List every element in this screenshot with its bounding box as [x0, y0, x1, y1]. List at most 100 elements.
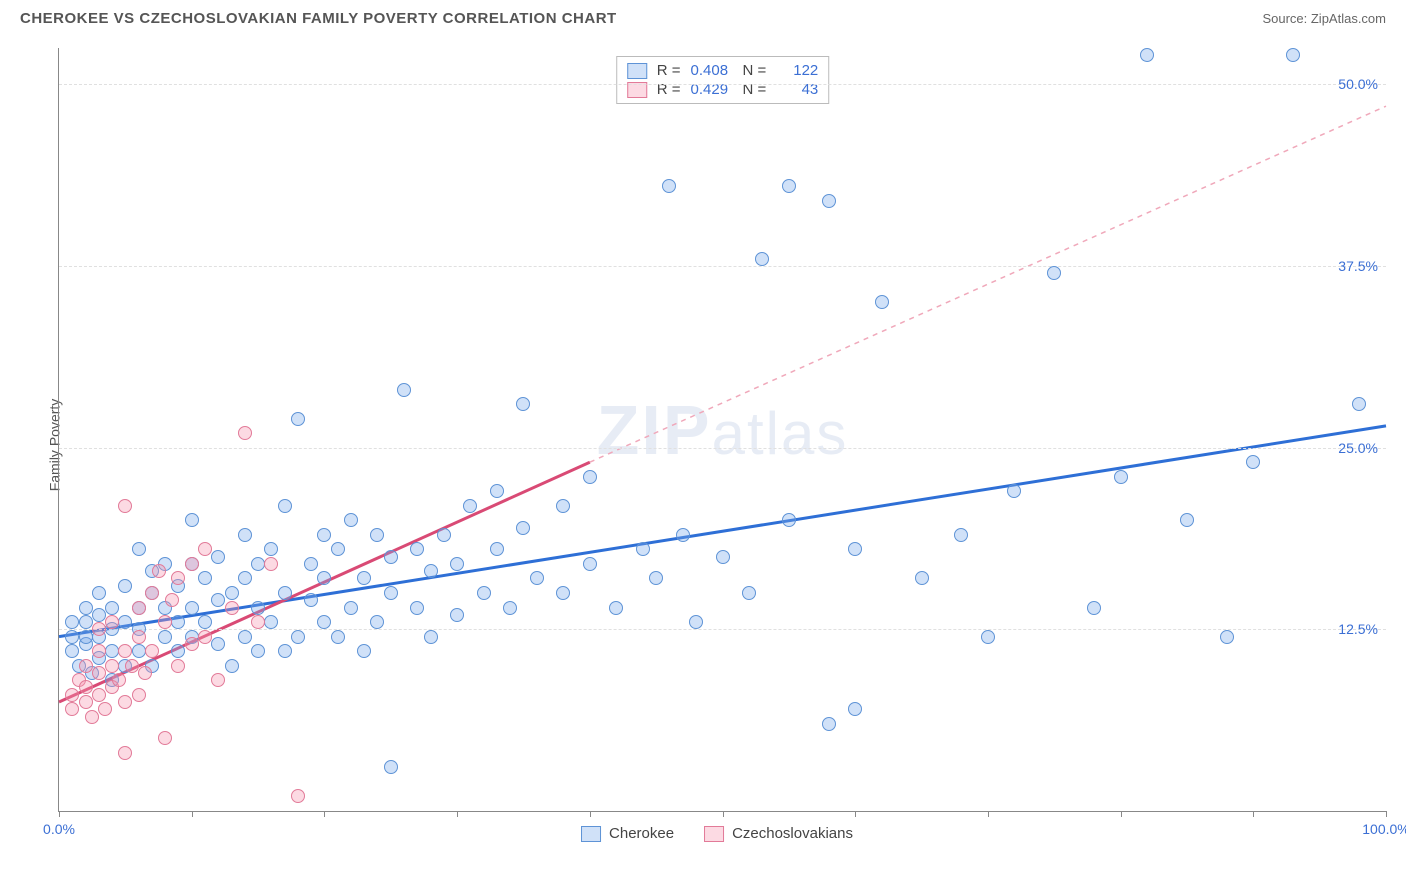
data-point — [118, 644, 132, 658]
data-point — [118, 695, 132, 709]
data-point — [649, 571, 663, 585]
data-point — [225, 586, 239, 600]
data-point — [1007, 484, 1021, 498]
data-point — [211, 673, 225, 687]
y-tick-label: 50.0% — [1338, 76, 1378, 92]
data-point — [79, 601, 93, 615]
legend-label: Cherokee — [609, 825, 674, 842]
data-point — [65, 615, 79, 629]
data-point — [118, 615, 132, 629]
data-point — [875, 295, 889, 309]
data-point — [583, 470, 597, 484]
data-point — [583, 557, 597, 571]
data-point — [344, 601, 358, 615]
data-point — [384, 760, 398, 774]
source-name: ZipAtlas.com — [1311, 11, 1386, 26]
data-point — [317, 615, 331, 629]
data-point — [105, 659, 119, 673]
data-point — [370, 615, 384, 629]
data-point — [92, 622, 106, 636]
data-point — [251, 615, 265, 629]
data-point — [65, 630, 79, 644]
data-point — [118, 746, 132, 760]
data-point — [822, 194, 836, 208]
data-point — [490, 542, 504, 556]
x-tick — [1386, 811, 1387, 817]
data-point — [490, 484, 504, 498]
data-point — [424, 564, 438, 578]
x-tick — [192, 811, 193, 817]
r-label: R = — [657, 62, 681, 79]
chart-source: Source: ZipAtlas.com — [1262, 11, 1386, 26]
chart-area: Family Poverty ZIPatlas R =0.408N =122R … — [48, 48, 1386, 842]
data-point — [915, 571, 929, 585]
data-point — [145, 586, 159, 600]
data-point — [556, 586, 570, 600]
legend-stats-row: R =0.408N =122 — [627, 61, 819, 80]
x-tick — [855, 811, 856, 817]
data-point — [410, 542, 424, 556]
data-point — [450, 608, 464, 622]
data-point — [317, 528, 331, 542]
data-point — [65, 644, 79, 658]
data-point — [437, 528, 451, 542]
data-point — [304, 557, 318, 571]
data-point — [782, 179, 796, 193]
data-point — [278, 499, 292, 513]
data-point — [1286, 48, 1300, 62]
data-point — [92, 644, 106, 658]
data-point — [636, 542, 650, 556]
data-point — [165, 593, 179, 607]
data-point — [848, 702, 862, 716]
data-point — [152, 564, 166, 578]
data-point — [238, 571, 252, 585]
data-point — [782, 513, 796, 527]
data-point — [198, 615, 212, 629]
data-point — [291, 412, 305, 426]
data-point — [92, 688, 106, 702]
gridline — [59, 448, 1386, 449]
data-point — [424, 630, 438, 644]
legend-label: Czechoslovakians — [732, 825, 853, 842]
data-point — [689, 615, 703, 629]
data-point — [125, 659, 139, 673]
data-point — [79, 630, 93, 644]
data-point — [954, 528, 968, 542]
x-tick — [324, 811, 325, 817]
data-point — [676, 528, 690, 542]
x-tick-label: 0.0% — [43, 821, 75, 837]
x-tick — [590, 811, 591, 817]
data-point — [92, 666, 106, 680]
data-point — [304, 593, 318, 607]
data-point — [278, 644, 292, 658]
data-point — [278, 586, 292, 600]
data-point — [105, 644, 119, 658]
x-tick — [1253, 811, 1254, 817]
data-point — [981, 630, 995, 644]
data-point — [357, 644, 371, 658]
y-tick-label: 12.5% — [1338, 621, 1378, 637]
watermark-zip: ZIP — [597, 391, 712, 469]
x-tick — [59, 811, 60, 817]
data-point — [384, 550, 398, 564]
data-point — [132, 688, 146, 702]
data-point — [185, 601, 199, 615]
chart-title: CHEROKEE VS CZECHOSLOVAKIAN FAMILY POVER… — [20, 10, 617, 27]
data-point — [384, 586, 398, 600]
data-point — [211, 593, 225, 607]
data-point — [158, 615, 172, 629]
data-point — [79, 680, 93, 694]
data-point — [251, 644, 265, 658]
data-point — [331, 542, 345, 556]
data-point — [171, 659, 185, 673]
data-point — [1140, 48, 1154, 62]
data-point — [171, 644, 185, 658]
legend-swatch — [627, 63, 647, 79]
legend-stats: R =0.408N =122R =0.429N =43 — [616, 56, 830, 104]
data-point — [92, 586, 106, 600]
x-tick — [1121, 811, 1122, 817]
data-point — [171, 615, 185, 629]
legend-swatch — [704, 826, 724, 842]
data-point — [132, 542, 146, 556]
data-point — [1352, 397, 1366, 411]
